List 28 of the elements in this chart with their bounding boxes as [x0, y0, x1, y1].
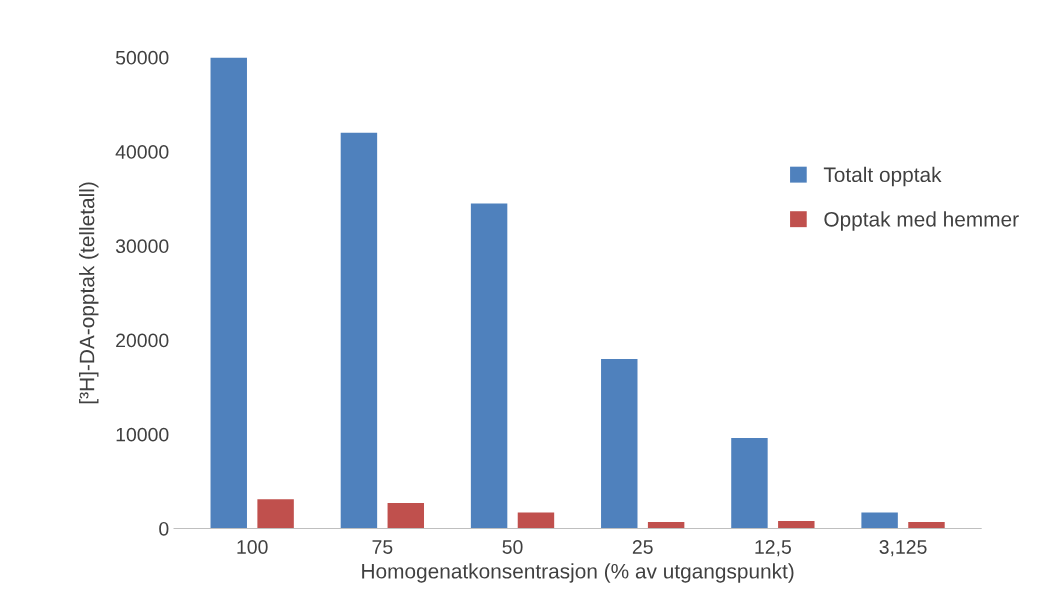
bar [601, 358, 638, 529]
y-tick-label: 20000 [116, 333, 169, 348]
legend-label: Opptak med hemmer [824, 211, 1019, 231]
x-tick-label: 75 [372, 540, 393, 554]
x-tick-label: 25 [632, 540, 653, 554]
bar [908, 521, 945, 529]
bar [731, 438, 768, 529]
bar [861, 512, 898, 529]
bar [210, 57, 247, 529]
x-tick-label: 3,125 [879, 540, 927, 557]
y-tick-label: 0 [159, 521, 169, 536]
bar [387, 503, 425, 529]
x-tick-label: 50 [502, 540, 523, 554]
y-tick-label: 10000 [116, 427, 169, 442]
y-axis-title: [³H]-DA-opptak (telletall) [79, 182, 99, 404]
bar [517, 512, 555, 529]
bar [647, 521, 685, 529]
y-tick-label: 30000 [115, 239, 169, 254]
x-tick-label: 100 [237, 540, 268, 554]
bar [340, 132, 378, 529]
y-tick-label: 50000 [115, 50, 169, 65]
legend-label: Totalt opptak [823, 166, 942, 187]
bar [470, 203, 508, 529]
y-tick-label: 40000 [115, 145, 169, 159]
bar [778, 520, 815, 529]
bar [257, 499, 294, 529]
x-axis-title: Homogenatkonsentrasjon (% av utgangspunkt) [362, 563, 794, 583]
x-tick-label: 12,5 [755, 540, 791, 557]
